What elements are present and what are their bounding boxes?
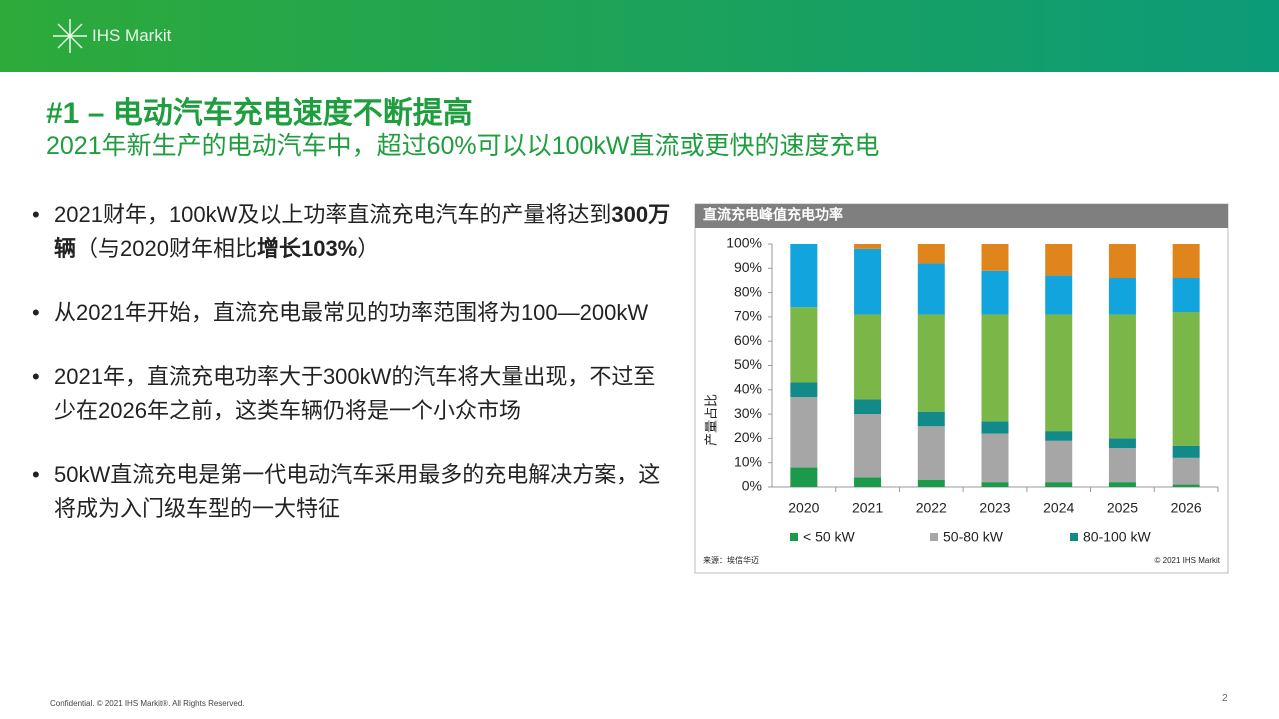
bar-segment (917, 263, 945, 315)
legend-swatch (790, 533, 798, 541)
chart-title-bar (695, 204, 1228, 228)
header-bar: IHS Markit (0, 0, 1279, 72)
x-tick-label: 2022 (916, 500, 947, 516)
bar-segment (917, 479, 945, 487)
bar-segment (1172, 484, 1200, 487)
y-tick-label: 80% (734, 283, 762, 299)
bar-segment (790, 397, 818, 468)
bullet: 50kW直流充电是第一代电动汽车采用最多的充电解决方案，这将成为入门级车型的一大… (32, 458, 672, 526)
x-tick-label: 2023 (979, 500, 1010, 516)
bar-segment (1045, 314, 1073, 432)
y-axis-label: 产量占比 (703, 394, 718, 446)
bar-segment (854, 477, 882, 487)
bar-segment (1108, 314, 1136, 439)
bar-segment (981, 433, 1009, 483)
legend-label: < 50 kW (803, 529, 856, 545)
bar-segment (981, 244, 1009, 271)
y-tick-label: 100% (726, 235, 762, 251)
bar-segment (1172, 244, 1200, 279)
y-tick-label: 10% (734, 453, 762, 469)
bar-segment (854, 414, 882, 478)
bar-segment (1108, 278, 1136, 315)
bar-segment (790, 467, 818, 487)
logo-text: IHS Markit (92, 26, 172, 45)
bar-segment (1172, 457, 1200, 485)
bullet-text: 2021年，直流充电功率大于300kW的汽车将大量出现，不过至少在2026年之前… (54, 364, 656, 423)
footer-text: Confidential. © 2021 IHS Markit®. All Ri… (50, 699, 245, 708)
copyright: © 2021 IHS Markit (1155, 556, 1221, 565)
bar-segment (981, 421, 1009, 434)
bar-segment (1108, 438, 1136, 449)
bar-segment (854, 399, 882, 415)
y-tick-label: 30% (734, 405, 762, 421)
y-tick-label: 70% (734, 308, 762, 324)
bullet-text: 增长103% (256, 236, 358, 261)
bar-segment (981, 314, 1009, 422)
bar-segment (1172, 312, 1200, 446)
bullet-list: 2021财年，100kW及以上功率直流充电汽车的产量将达到300万辆（与2020… (32, 198, 672, 556)
x-tick-label: 2024 (1043, 500, 1074, 516)
chart-frame (694, 203, 1229, 574)
bar-segment (790, 244, 818, 308)
bullet: 2021年，直流充电功率大于300kW的汽车将大量出现，不过至少在2026年之前… (32, 360, 672, 428)
source: 来源：埃信华迈 (703, 555, 759, 565)
legend-swatch (930, 533, 938, 541)
slide-subtitle: 2021年新生产的电动汽车中，超过60%可以以100kW直流或更快的速度充电 (46, 132, 880, 160)
y-tick-label: 20% (734, 429, 762, 445)
bullet-text: 300万辆 (54, 202, 671, 261)
bar-segment (981, 270, 1009, 315)
y-tick-label: 90% (734, 259, 762, 275)
legend-label: 80-100 kW (1083, 529, 1151, 545)
bar-segment (917, 411, 945, 427)
legend-swatch (1070, 533, 1078, 541)
bar-segment (1045, 482, 1073, 487)
bar-segment (1108, 244, 1136, 279)
bullet-text: ） (357, 236, 380, 261)
chart-title: 直流充电峰值充电功率 (703, 207, 843, 223)
y-tick-label: 60% (734, 332, 762, 348)
bar-segment (981, 482, 1009, 487)
y-tick-label: 40% (734, 381, 762, 397)
bar-segment (1108, 448, 1136, 483)
bullet: 从2021年开始，直流充电最常见的功率范围将为100—200kW (32, 296, 672, 330)
y-tick-label: 0% (742, 478, 762, 494)
y-tick-label: 50% (734, 356, 762, 372)
bar-segment (854, 314, 882, 400)
slide-title: #1 – 电动汽车充电速度不断提高 (46, 97, 473, 130)
bar-segment (854, 244, 882, 249)
bullet-text: （与2020财年相比 (76, 236, 257, 261)
legend-label: 50-80 kW (943, 529, 1004, 545)
bullet-text: 从2021年开始，直流充电最常见的功率范围将为100—200kW (54, 300, 649, 325)
logo-icon (53, 19, 87, 53)
bar-segment (1045, 244, 1073, 276)
bullet: 2021财年，100kW及以上功率直流充电汽车的产量将达到300万辆（与2020… (32, 198, 672, 266)
page-number: 2 (1222, 693, 1228, 704)
x-tick-label: 2020 (788, 500, 819, 516)
bullet-text: 2021财年，100kW及以上功率直流充电汽车的产量将达到 (54, 202, 612, 227)
bar-segment (854, 248, 882, 315)
bar-segment (917, 314, 945, 412)
bar-segment (1172, 445, 1200, 458)
bar-segment (790, 382, 818, 398)
bar-segment (1108, 482, 1136, 487)
bar-segment (1045, 431, 1073, 441)
x-tick-label: 2021 (852, 500, 883, 516)
x-tick-label: 2026 (1171, 500, 1202, 516)
bar-segment (790, 307, 818, 383)
bar-segment (917, 426, 945, 480)
bullet-text: 50kW直流充电是第一代电动汽车采用最多的充电解决方案，这将成为入门级车型的一大… (54, 462, 661, 521)
x-tick-label: 2025 (1107, 500, 1138, 516)
bar-segment (1172, 278, 1200, 313)
bar-segment (1045, 275, 1073, 315)
bar-segment (917, 244, 945, 264)
bar-segment (1045, 440, 1073, 483)
